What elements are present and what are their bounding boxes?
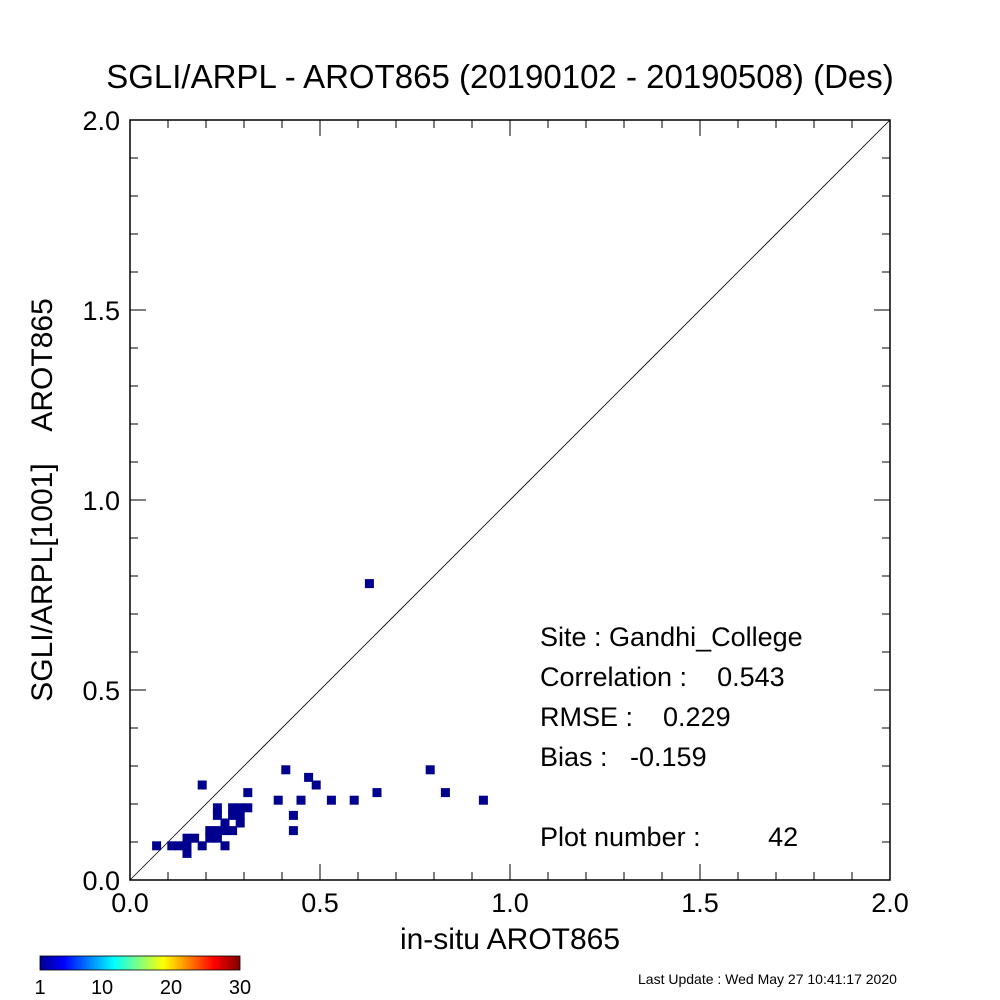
data-point	[197, 841, 207, 851]
data-point	[228, 810, 238, 820]
data-point	[364, 579, 374, 589]
colorbar-label: 1	[34, 977, 45, 999]
stat-correlation: Correlation : 0.543	[540, 662, 785, 692]
data-point	[288, 826, 298, 836]
colorbar-label: 20	[160, 977, 182, 999]
data-point	[197, 780, 207, 790]
stat-bias: Bias : -0.159	[540, 742, 707, 772]
data-point	[372, 788, 382, 798]
data-point	[220, 818, 230, 828]
colorbar	[39, 955, 241, 971]
data-point	[273, 795, 283, 805]
data-point	[212, 803, 222, 813]
colorbar-labels: 1 10 20 30	[34, 977, 251, 999]
data-point	[425, 765, 435, 775]
data-points	[152, 579, 488, 858]
x-tick-label: 2.0	[871, 888, 909, 918]
data-point	[235, 818, 245, 828]
x-tick-label: 0.5	[301, 888, 339, 918]
x-tick-label: 1.0	[491, 888, 529, 918]
data-point	[281, 765, 291, 775]
data-point	[326, 795, 336, 805]
plot-frame	[129, 119, 891, 881]
data-point	[182, 841, 192, 851]
tick-labels: 0.0 0.5 1.0 1.5 2.0 0.0 0.5 1.0 1.5 2.0	[82, 106, 908, 918]
data-point	[243, 803, 253, 813]
y-tick-label: 0.5	[82, 676, 120, 706]
data-point	[205, 833, 215, 843]
y-axis-label: SGLI/ARPL[1001] AROT865	[26, 298, 59, 702]
y-tick-label: 2.0	[82, 106, 120, 136]
data-point	[311, 780, 321, 790]
data-point	[228, 803, 238, 813]
stat-plot-number: Plot number : 42	[540, 822, 799, 852]
colorbar-label: 30	[229, 977, 251, 999]
data-point	[152, 841, 162, 851]
data-point	[220, 826, 230, 836]
colorbar-label: 10	[91, 977, 113, 999]
data-point	[212, 810, 222, 820]
data-point	[212, 833, 222, 843]
data-point	[205, 826, 215, 836]
data-point	[235, 810, 245, 820]
stat-site: Site : Gandhi_College	[540, 622, 803, 652]
last-update: Last Update : Wed May 27 10:41:17 2020	[638, 971, 897, 987]
data-point	[304, 772, 314, 782]
stat-rmse: RMSE : 0.229	[540, 702, 731, 732]
data-point	[243, 788, 253, 798]
data-point	[167, 841, 177, 851]
chart-title: SGLI/ARPL - AROT865 (20190102 - 20190508…	[106, 58, 894, 95]
data-point	[212, 826, 222, 836]
one-to-one-line	[129, 119, 891, 881]
y-tick-label: 0.0	[82, 866, 120, 896]
data-point	[440, 788, 450, 798]
x-axis-label: in-situ AROT865	[399, 923, 621, 956]
data-point	[235, 803, 245, 813]
y-tick-label: 1.0	[82, 486, 120, 516]
y-tick-label: 1.5	[82, 296, 120, 326]
data-point	[220, 841, 230, 851]
data-point	[174, 841, 184, 851]
data-point	[296, 795, 306, 805]
data-point	[349, 795, 359, 805]
x-tick-label: 0.0	[111, 888, 149, 918]
data-point	[478, 795, 488, 805]
data-point	[182, 848, 192, 858]
data-point	[190, 833, 200, 843]
data-point	[228, 826, 238, 836]
data-point	[182, 833, 192, 843]
data-point	[288, 810, 298, 820]
x-tick-label: 1.5	[681, 888, 719, 918]
